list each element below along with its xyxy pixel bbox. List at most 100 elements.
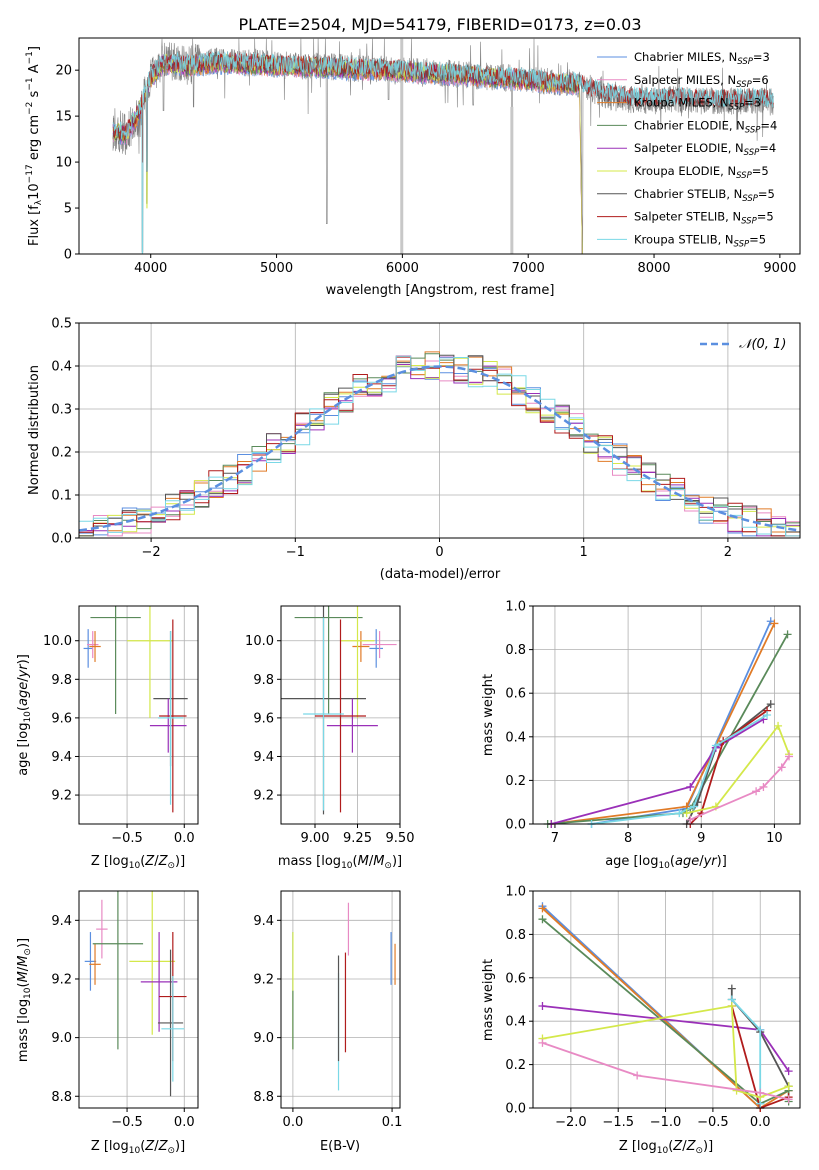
y-tick-label: 0.8	[505, 928, 526, 943]
mass-weight-marker	[777, 763, 786, 772]
x-tick-label: 0.0	[174, 1115, 195, 1130]
massweight-vs-Z-xlabel: Z [log10(Z/Z⊙)]	[619, 1139, 713, 1156]
residuals-frame	[78, 322, 801, 539]
residuals-panel: −2 −1 0 1 2 0.0 0.1 0.2 0.3 0.4 0.5 𝒩(0, 1) (data-…	[27, 317, 801, 582]
mass-weight-marker	[756, 1088, 765, 1097]
x-tick-label: −2.0	[555, 1115, 587, 1130]
x-tick-label: 9000	[763, 261, 796, 276]
massweight-vs-Z-panel: −2.0 −1.5 −1.0 −0.5 0.0 0.0 0.2 0.4 0.6 0.8 1.0 Z …	[481, 885, 801, 1156]
mass-weight-line	[685, 703, 772, 825]
y-tick-label: 9.8	[51, 673, 72, 688]
spectrum-legend: Chabrier MILES, NSSP=3 Salpeter MILES, NS…	[597, 50, 777, 249]
mass-weight-marker	[752, 787, 761, 796]
x-tick-label: 9.50	[386, 831, 415, 846]
mass-weight-marker	[538, 904, 547, 913]
age-vs-mass-frame	[280, 605, 401, 825]
x-tick-label: 8000	[637, 261, 670, 276]
y-tick-label: 10	[55, 156, 72, 171]
y-tick-label: 0.2	[51, 446, 72, 461]
mass-weight-line	[686, 724, 790, 814]
mass-weight-marker	[727, 1002, 736, 1011]
mass-weight-marker	[763, 711, 772, 719]
x-tick-label: 0.0	[174, 831, 195, 846]
x-tick-label: −1.5	[602, 1115, 634, 1130]
legend-label: Kroupa STELIB, NSSP=5	[634, 232, 766, 249]
y-tick-label: 8.8	[253, 1090, 274, 1105]
x-tick-label: 7	[551, 831, 559, 846]
x-tick-label: 2	[724, 545, 732, 560]
spectrum-frame	[78, 37, 801, 255]
x-tick-label: −2	[142, 545, 161, 560]
gaussian-curve	[78, 365, 801, 532]
mass-vs-ebv-xlabel: E(B-V)	[320, 1139, 360, 1154]
mass-weight-marker	[538, 915, 547, 924]
mass-weight-marker	[711, 741, 720, 750]
y-tick-label: 0.0	[51, 532, 72, 547]
residual-histogram	[79, 357, 800, 537]
mass-weight-marker	[538, 1002, 547, 1011]
residuals-legend: 𝒩(0, 1)	[700, 337, 786, 352]
y-tick-label: 1.0	[505, 885, 526, 900]
y-tick-label: 10.0	[43, 634, 72, 649]
legend-label: Salpeter ELODIE, NSSP=4	[634, 141, 776, 158]
x-tick-label: 0.1	[382, 1115, 403, 1130]
legend-label: Chabrier STELIB, NSSP=5	[634, 187, 775, 204]
residuals-ylabel: Normed distribution	[27, 365, 42, 495]
histogram-steps	[79, 351, 800, 537]
y-tick-label: 0.6	[505, 687, 526, 702]
mass-weight-marker	[759, 782, 768, 791]
y-tick-label: 9.2	[51, 789, 72, 804]
y-tick-label: 9.6	[253, 711, 274, 726]
y-tick-label: 9.2	[253, 972, 274, 987]
mass-weight-marker	[538, 1038, 547, 1047]
x-tick-label: 9.00	[301, 831, 330, 846]
mass-vs-Z-panel: −0.5 0.0 8.8 9.0 9.2 9.4 Z [log10(Z/Z⊙)] mass…	[16, 890, 199, 1156]
y-tick-label: 9.4	[253, 750, 274, 765]
y-tick-label: 1.0	[505, 600, 526, 615]
legend-label: Kroupa ELODIE, NSSP=5	[634, 164, 769, 181]
x-tick-label: −0.5	[111, 1115, 143, 1130]
residual-histogram	[79, 356, 800, 537]
x-tick-label: −0.5	[111, 831, 143, 846]
y-tick-label: 0.6	[505, 971, 526, 986]
mass-weight-marker	[766, 700, 775, 709]
mass-weight-line	[689, 709, 768, 825]
mass-weight-marker	[784, 1095, 793, 1104]
mass-vs-ebv-panel: 0.0 0.1 8.8 9.0 9.2 9.4 E(B-V)	[253, 890, 403, 1154]
spectrum-panel: 4000 5000 6000 7000 8000 9000 0 5 10 15 20 Chabrie…	[25, 37, 801, 298]
x-tick-label: 6000	[386, 261, 419, 276]
y-tick-label: 9.4	[253, 914, 274, 929]
x-tick-label: 5000	[260, 261, 293, 276]
y-tick-label: 5	[64, 202, 72, 217]
age-vs-mass-panel: 9.00 9.25 9.50 9.2 9.4 9.6 9.8 10.0 mass [log10…	[245, 605, 415, 871]
age-vs-Z-panel: −0.5 0.09.29.49.69.810.0 Z [log10(Z/Z⊙)] …	[16, 605, 199, 871]
legend-label: Chabrier ELODIE, NSSP=4	[634, 118, 777, 135]
mass-weight-marker	[774, 721, 783, 730]
massweight-vs-age-frame	[532, 605, 801, 825]
mass-weight-line	[551, 718, 764, 825]
mass-weight-marker	[686, 782, 695, 791]
residual-histogram	[79, 355, 800, 537]
x-tick-label: 9.25	[343, 831, 372, 846]
legend-label: Chabrier MILES, NSSP=3	[634, 50, 770, 67]
x-tick-label: 10	[766, 831, 783, 846]
x-tick-label: −1.0	[650, 1115, 682, 1130]
y-tick-label: 9.6	[51, 711, 72, 726]
y-tick-label: 0	[64, 248, 72, 263]
y-tick-label: 9.0	[51, 1031, 72, 1046]
y-tick-label: 0.0	[505, 1102, 526, 1117]
age-vs-Z-xlabel: Z [log10(Z/Z⊙)]	[91, 854, 185, 871]
y-tick-label: 20	[55, 64, 72, 79]
x-tick-label: 9	[697, 831, 705, 846]
gaussian-legend-label: 𝒩(0, 1)	[739, 337, 786, 352]
y-tick-label: 9.4	[51, 914, 72, 929]
massweight-vs-age-xlabel: age [log10(age/yr)]	[605, 854, 727, 871]
x-tick-label: −1	[286, 545, 305, 560]
y-tick-label: 0.4	[505, 1015, 526, 1030]
legend-label: Kroupa MILES, NSSP=3	[634, 96, 761, 113]
legend-label: Salpeter MILES, NSSP=6	[634, 73, 769, 90]
error-bars	[281, 606, 397, 815]
model-spectrum	[112, 50, 774, 254]
error-bars	[83, 606, 188, 813]
